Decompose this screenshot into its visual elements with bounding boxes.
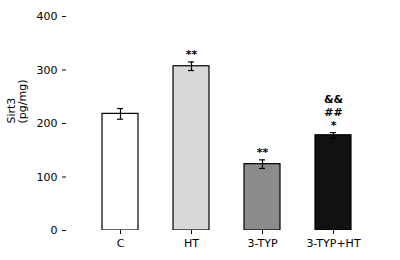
svg-text:HT: HT [184, 237, 199, 250]
svg-text:*: * [331, 119, 337, 132]
svg-text:3-TYP+HT: 3-TYP+HT [306, 237, 361, 250]
svg-text:Sirt3(pg/mg): Sirt3(pg/mg) [5, 80, 29, 124]
svg-text:C: C [117, 237, 125, 250]
svg-text:&&: && [324, 93, 344, 106]
svg-text:**: ** [257, 146, 269, 159]
svg-text:**: ** [186, 48, 198, 61]
svg-text:100: 100 [37, 171, 58, 184]
svg-text:300: 300 [37, 64, 58, 77]
svg-text:##: ## [324, 106, 342, 119]
svg-text:3-TYP: 3-TYP [247, 237, 277, 250]
svg-text:400: 400 [37, 10, 58, 23]
svg-text:0: 0 [51, 224, 58, 237]
svg-text:200: 200 [37, 117, 58, 130]
